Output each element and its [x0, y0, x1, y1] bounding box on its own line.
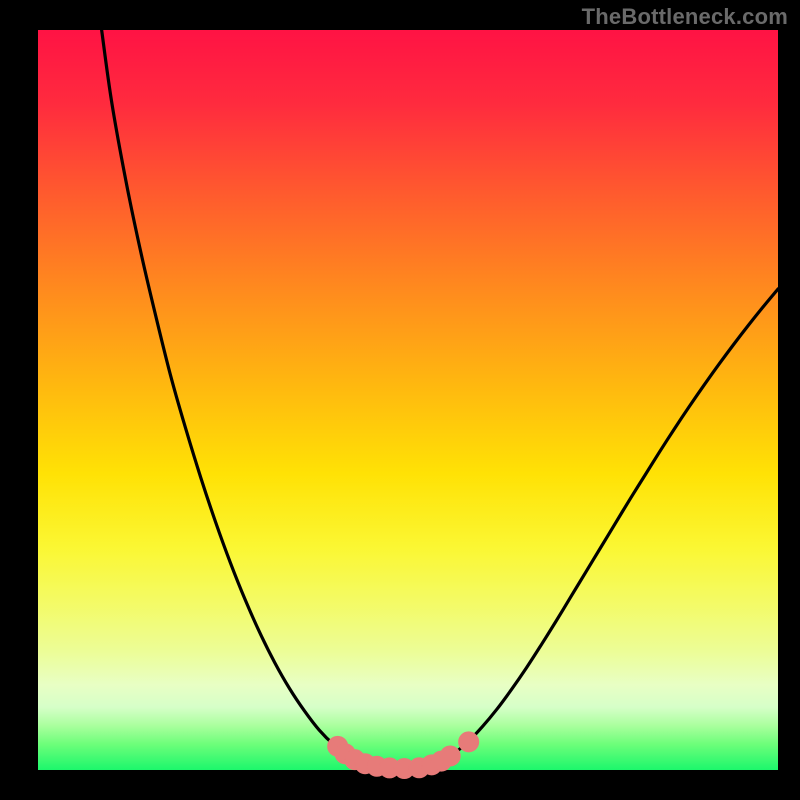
data-marker — [459, 732, 479, 752]
plot-background — [38, 30, 778, 770]
data-marker — [440, 746, 460, 766]
bottleneck-chart — [0, 0, 800, 800]
chart-container: TheBottleneck.com — [0, 0, 800, 800]
